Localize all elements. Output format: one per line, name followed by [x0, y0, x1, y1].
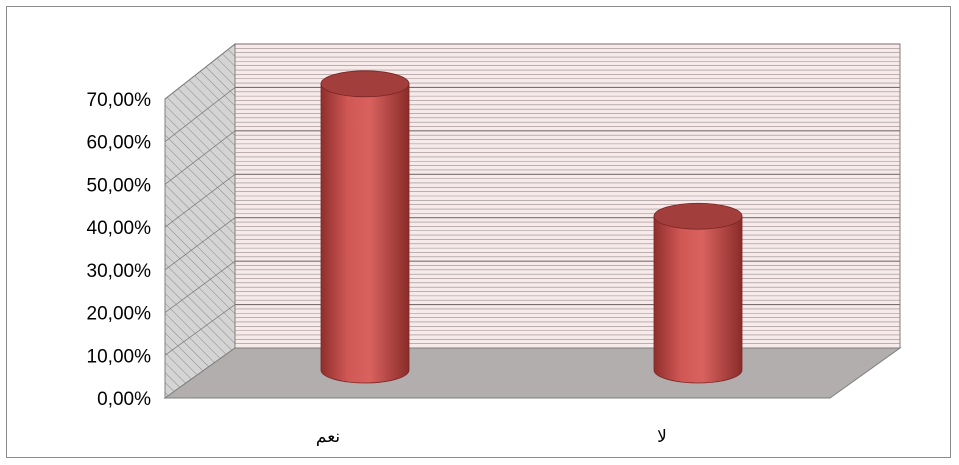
bar-top [320, 70, 410, 98]
bar-body [320, 83, 410, 384]
y-axis-ticks: 0,00% 10,00% 20,00% 30,00% 40,00% 50,00% 60,00… [87, 90, 152, 410]
side-gridline [164, 260, 236, 313]
bar-body [653, 215, 743, 384]
x-tick-label: نعم [316, 427, 340, 447]
side-gridline [164, 217, 236, 271]
x-tick-label: لا [657, 427, 667, 447]
floor [163, 347, 902, 399]
side-gridline [164, 130, 236, 185]
side-gridline [164, 304, 236, 356]
side-wall [164, 42, 236, 399]
side-wall-gridlines [164, 43, 236, 356]
y-tick-label: 70,00% [87, 90, 152, 111]
chart-walls [163, 42, 902, 399]
side-gridline [164, 87, 236, 143]
bars [320, 70, 743, 384]
side-gridline [164, 43, 236, 100]
bar [320, 70, 410, 384]
y-tick-label: 50,00% [87, 175, 152, 196]
y-tick-label: 40,00% [87, 218, 152, 239]
y-tick-label: 0,00% [97, 389, 151, 410]
bar [653, 202, 743, 384]
side-gridline [164, 173, 236, 228]
y-tick-label: 20,00% [87, 304, 152, 325]
bar-top [653, 202, 743, 230]
y-tick-label: 30,00% [87, 261, 152, 282]
y-tick-label: 10,00% [87, 346, 152, 367]
x-axis-labels: نعم لا [316, 427, 667, 447]
y-tick-label: 60,00% [87, 133, 152, 154]
